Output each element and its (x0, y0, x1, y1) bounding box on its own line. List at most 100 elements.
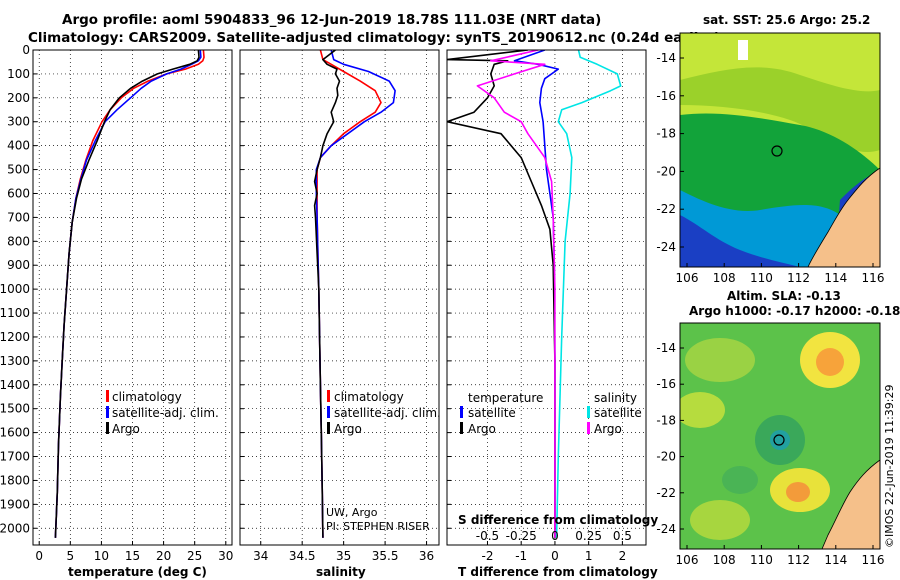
x-tick-label: -2 (481, 549, 493, 563)
map-lat-label: -24 (656, 240, 676, 254)
series-line-satellite-adj-clim- (54, 50, 202, 538)
legend-marker-satellite (106, 406, 109, 418)
legend-marker-climatology (327, 390, 330, 402)
sst-warm-band (680, 67, 880, 153)
difference-s-xlabel: S difference from climatology (458, 513, 658, 527)
legend-marker-t-argo (460, 422, 463, 434)
sst-map-frame (679, 32, 881, 268)
salinity-annotation-line2: PI: STEPHEN RISER (326, 520, 430, 533)
sla-high-2 (786, 482, 810, 502)
series-line-t-satellite (513, 50, 560, 538)
sla-map-frame (679, 322, 881, 550)
sla-profile-marker (773, 434, 785, 446)
x-tick-label: 35 (336, 549, 351, 563)
s-diff-tick-label: 0.5 (613, 529, 632, 543)
salinity-panel: 34 34.5 35 35.5 36 salinity climatology sate… (239, 49, 441, 579)
sla-low-core (770, 430, 790, 450)
legend-label-argo: Argo (112, 422, 140, 436)
map-lon-label: 112 (787, 553, 810, 567)
map-lat-label: -18 (656, 127, 676, 141)
depth-tick-label: 1000 (0, 282, 30, 296)
depth-tick-label: 2000 (0, 521, 30, 535)
depth-tick-label: 1400 (0, 378, 30, 392)
temperature-panel: 0 5 10 15 20 25 30 temperature (deg C) climato… (32, 49, 233, 579)
salinity-annotation-line1: UW, Argo (326, 506, 378, 519)
legend-label-satellite: satellite-adj. clim. (112, 406, 219, 420)
title-line2: Climatology: CARS2009. Satellite-adjuste… (28, 30, 720, 46)
sla-patch-1 (685, 338, 755, 382)
map-lon-label: 108 (713, 553, 736, 567)
salinity-legend: climatology satellite-adj. clim. Argo (327, 390, 441, 436)
depth-tick-label: 200 (7, 91, 30, 105)
depth-tick-label: 400 (7, 139, 30, 153)
map-lat-label: -16 (656, 377, 676, 391)
x-tick-label: -1 (515, 549, 527, 563)
imos-credit: ©IMOS 22-Jun-2019 11:39:29 (883, 384, 896, 548)
temperature-xlabel: temperature (deg C) (68, 565, 207, 579)
legend-marker-s-argo (587, 422, 590, 434)
legend-label-t-argo: Argo (468, 422, 496, 436)
depth-tick-label: 1800 (0, 473, 30, 487)
difference-plot-frame (446, 49, 647, 546)
sla-map-subtitle: Argo h1000: -0.17 h2000: -0.18 (689, 304, 900, 318)
map-lat-label: -14 (656, 51, 676, 65)
x-tick-label: 10 (94, 549, 109, 563)
legend-marker-satellite (327, 406, 330, 418)
map-lat-label: -20 (656, 450, 676, 464)
x-tick-label: 0 (35, 549, 43, 563)
s-diff-tick-label: 0.25 (575, 529, 602, 543)
map-lat-label: -14 (656, 341, 676, 355)
series-line-argo (54, 50, 200, 538)
depth-tick-label: 100 (7, 67, 30, 81)
x-tick-label: 34 (253, 549, 268, 563)
title-line1: Argo profile: aoml 5904833_96 12-Jun-201… (62, 12, 601, 28)
sst-cold-region (680, 215, 800, 267)
salinity-xlabel: salinity (316, 565, 366, 579)
s-diff-tick-label: -0.25 (506, 529, 537, 543)
map-lat-label: -22 (656, 486, 676, 500)
x-tick-label: 36 (419, 549, 434, 563)
x-tick-label: 5 (66, 549, 74, 563)
legend-marker-t-satellite (460, 406, 463, 418)
depth-tick-label: 1900 (0, 497, 30, 511)
sla-patch-6 (722, 466, 758, 494)
map-lon-label: 116 (862, 553, 885, 567)
x-tick-label: 20 (156, 549, 171, 563)
sst-map-title: sat. SST: 25.6 Argo: 25.2 (703, 13, 870, 27)
legend-marker-climatology (106, 390, 109, 402)
sla-patch-5 (690, 500, 750, 540)
x-tick-label: 34.5 (289, 549, 316, 563)
x-tick-label: 25 (187, 549, 202, 563)
sla-map-title: Altim. SLA: -0.13 (727, 289, 841, 303)
legend-label-s-argo: Argo (594, 422, 622, 436)
legend-heading-temperature: temperature (468, 391, 543, 405)
x-tick-label: 15 (125, 549, 140, 563)
sla-map-panel: Altim. SLA: -0.13 Argo h1000: -0.17 h200… (656, 289, 900, 567)
legend-heading-salinity: salinity (594, 391, 637, 405)
depth-tick-label: 300 (7, 115, 30, 129)
legend-marker-s-satellite (587, 406, 590, 418)
difference-t-xlabel: T difference from climatology (458, 565, 658, 579)
legend-label-satellite: satellite-adj. clim. (334, 406, 441, 420)
sst-map-panel: sat. SST: 25.6 Argo: 25.2 106 108 110 112 11… (656, 13, 884, 285)
depth-tick-label: 500 (7, 163, 30, 177)
s-diff-tick-label: -0.5 (476, 529, 499, 543)
series-line-satellite-adj-clim- (315, 50, 396, 538)
depth-tick-label: 1100 (0, 306, 30, 320)
legend-label-argo: Argo (334, 422, 362, 436)
map-lat-label: -22 (656, 202, 676, 216)
x-tick-label: 0 (551, 549, 559, 563)
series-line-climatology (54, 50, 205, 538)
depth-tick-label: 900 (7, 258, 30, 272)
map-lon-label: 116 (862, 271, 885, 285)
x-tick-label: 30 (218, 549, 233, 563)
sla-patch-3 (680, 392, 725, 428)
depth-tick-label: 1500 (0, 402, 30, 416)
map-lon-label: 106 (676, 271, 699, 285)
legend-label-climatology: climatology (334, 390, 404, 404)
map-lon-label: 114 (824, 553, 847, 567)
legend-marker-argo (327, 422, 330, 434)
x-tick-label: 1 (585, 549, 593, 563)
series-line-t-argo (447, 50, 556, 538)
map-lat-label: -20 (656, 164, 676, 178)
